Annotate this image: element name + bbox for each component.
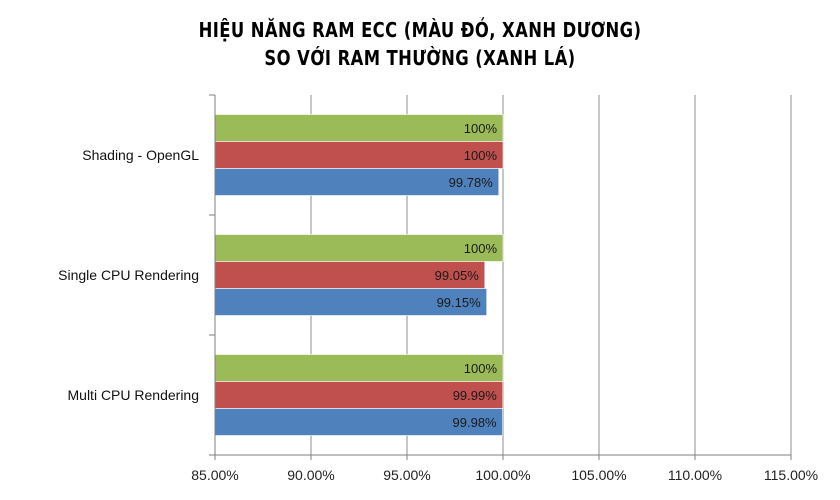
x-tick-label: 90.00% [287,467,334,483]
bar [214,141,504,169]
category-label: Shading - OpenGL [82,147,199,163]
bar [214,168,500,196]
data-label: 100% [464,121,498,136]
bar [214,114,504,142]
data-label: 100% [464,241,498,256]
bar [214,408,503,436]
x-tick-label: 100.00% [475,467,530,483]
data-label: 100% [464,148,498,163]
x-tick-label: 95.00% [383,467,430,483]
data-label: 99.98% [453,415,498,430]
x-tick-label: 105.00% [571,467,626,483]
bar [214,288,487,316]
x-tick-label: 110.00% [668,467,722,483]
bar [214,234,504,262]
x-tick-label: 85.00% [191,467,238,483]
category-label: Single CPU Rendering [58,267,199,283]
data-label: 99.15% [437,295,482,310]
data-label: 99.78% [449,175,494,190]
x-tick-label: 115.00% [764,467,818,483]
data-label: 99.99% [453,388,498,403]
chart-title-line-2: SO VỚI RAM THƯỜNG (XANH LÁ) [264,46,576,70]
data-label: 99.05% [435,268,480,283]
bar [214,354,504,382]
bar [214,261,486,289]
category-label: Multi CPU Rendering [68,387,200,403]
bar [214,381,504,409]
data-label: 100% [464,361,498,376]
chart-title-line-1: HIỆU NĂNG RAM ECC (MÀU ĐỎ, XANH DƯƠNG) [198,18,642,42]
